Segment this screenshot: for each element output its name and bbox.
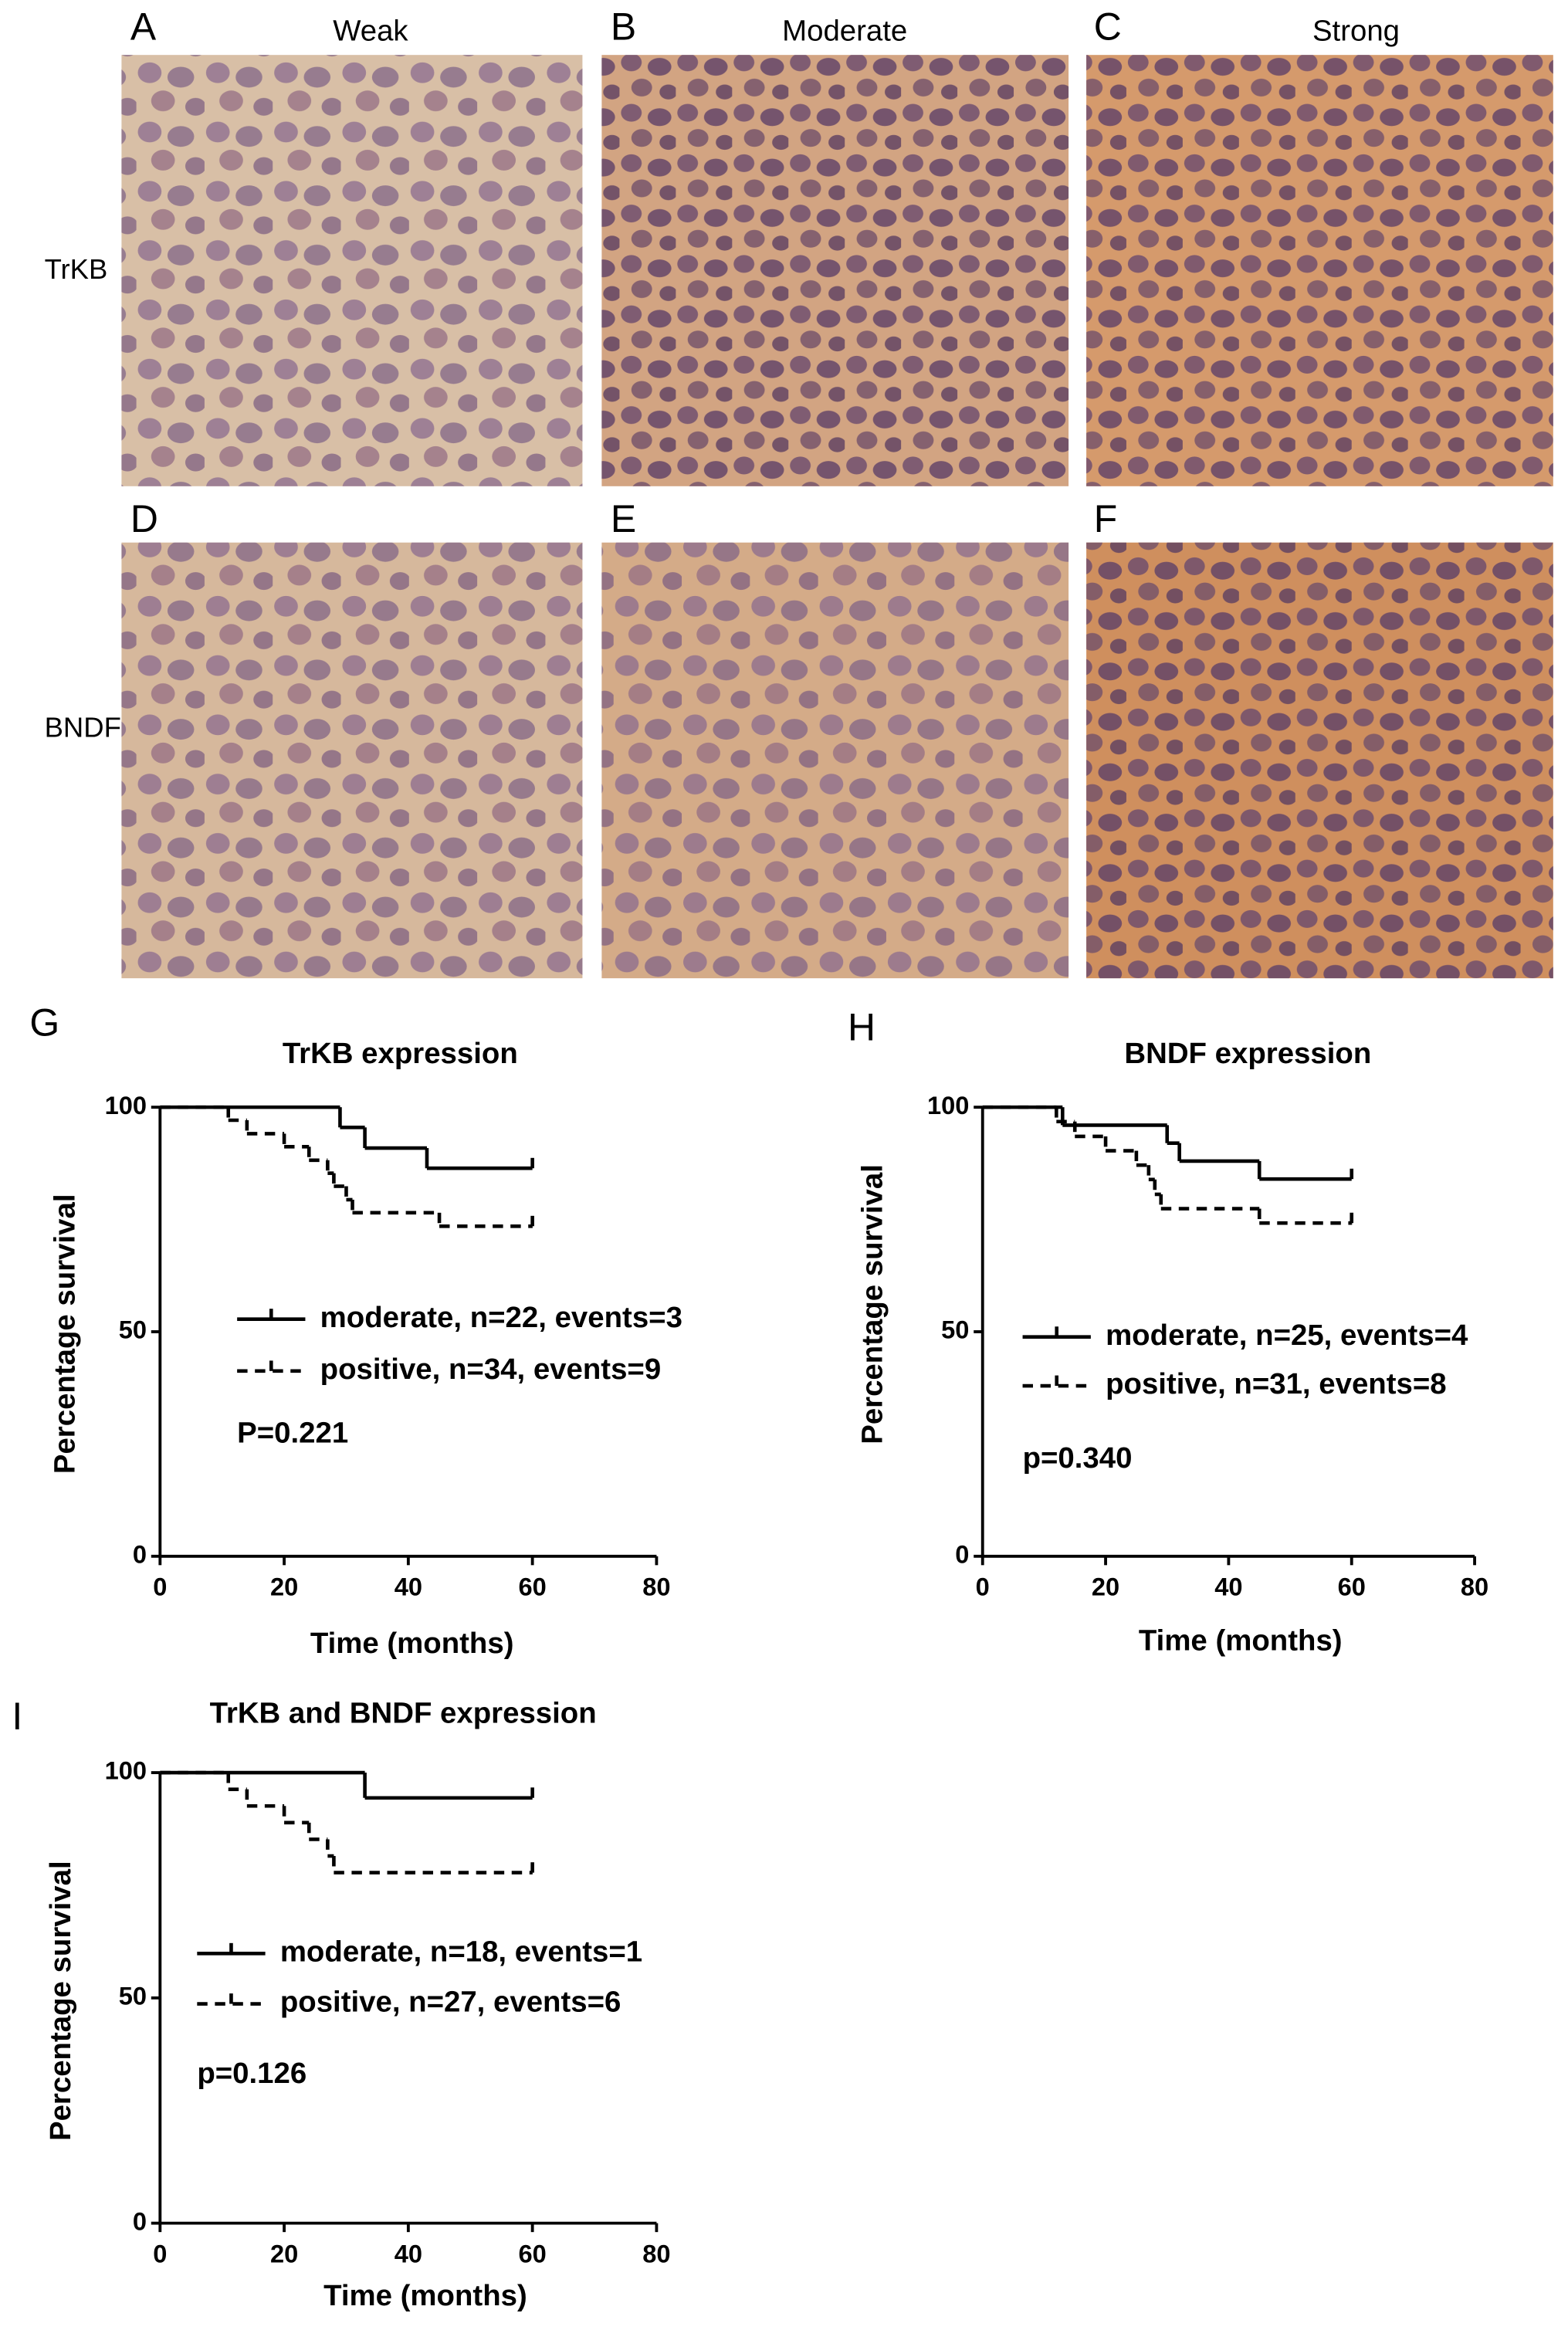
y-tick-label: 0 <box>133 2206 147 2235</box>
p-value: P=0.221 <box>237 1417 348 1450</box>
y-axis-label: Percentage survival <box>44 1861 77 2141</box>
panel-letter: H <box>848 1005 875 1048</box>
cell-texture <box>601 55 1069 486</box>
x-tick-label: 40 <box>395 2239 422 2267</box>
y-axis-label: Percentage survival <box>856 1164 889 1444</box>
chart-title: TrKB expression <box>283 1037 518 1070</box>
panel-letter: G <box>29 1001 59 1045</box>
histology-images <box>121 55 1553 979</box>
y-tick-label: 0 <box>133 1539 147 1568</box>
x-tick-label: 60 <box>518 1573 546 1601</box>
y-tick-label: 50 <box>119 1981 147 2010</box>
panel-caption: Moderate <box>782 15 907 48</box>
y-tick-label: 50 <box>941 1316 969 1344</box>
panel-caption: Strong <box>1312 15 1400 48</box>
x-tick-label: 80 <box>642 1573 670 1601</box>
cell-texture <box>601 542 1069 979</box>
cell-texture <box>121 542 583 979</box>
cell-texture <box>1086 55 1553 486</box>
x-tick-label: 80 <box>642 2239 670 2267</box>
x-axis-label: Time (months) <box>310 1627 514 1660</box>
cell-texture <box>1086 542 1553 979</box>
x-tick-label: 0 <box>976 1573 990 1601</box>
p-value: p=0.126 <box>197 2057 306 2090</box>
panel-letter: C <box>1094 5 1122 49</box>
chart-title: BNDF expression <box>1124 1037 1371 1070</box>
panel-letter: A <box>130 5 157 49</box>
panel-letter: E <box>611 497 636 540</box>
x-tick-label: 20 <box>1092 1573 1119 1601</box>
x-tick-label: 40 <box>395 1573 422 1601</box>
panel-letter: I <box>12 1695 22 1738</box>
x-tick-label: 0 <box>153 1573 167 1601</box>
x-axis-label: Time (months) <box>1139 1624 1343 1657</box>
legend-label: positive, n=31, events=8 <box>1106 1367 1447 1400</box>
y-tick-label: 100 <box>105 1091 147 1119</box>
x-tick-label: 60 <box>518 2239 546 2267</box>
panel-letter: B <box>611 5 636 49</box>
legend-label: positive, n=27, events=6 <box>280 1986 621 2019</box>
legend-label: moderate, n=18, events=1 <box>280 1935 642 1968</box>
p-value: p=0.340 <box>1023 1441 1133 1475</box>
x-tick-label: 20 <box>270 2239 298 2267</box>
y-tick-label: 50 <box>119 1316 147 1344</box>
y-tick-label: 0 <box>955 1539 969 1568</box>
x-tick-label: 40 <box>1214 1573 1242 1601</box>
y-tick-label: 100 <box>927 1091 969 1119</box>
y-axis-label: Percentage survival <box>49 1194 82 1475</box>
row-label: TrKB <box>45 253 108 285</box>
x-tick-label: 60 <box>1338 1573 1366 1601</box>
x-tick-label: 80 <box>1461 1573 1488 1601</box>
cell-texture <box>121 55 583 486</box>
y-tick-label: 100 <box>105 1756 147 1785</box>
panel-letter: F <box>1094 497 1118 540</box>
panel-letter: D <box>130 497 158 540</box>
x-tick-label: 20 <box>270 1573 298 1601</box>
legend-label: moderate, n=22, events=3 <box>320 1301 682 1334</box>
x-tick-label: 0 <box>153 2239 167 2267</box>
row-label: BNDF <box>45 711 121 743</box>
legend-label: moderate, n=25, events=4 <box>1106 1319 1468 1352</box>
chart-title: TrKB and BNDF expression <box>210 1696 597 1729</box>
panel-caption: Weak <box>333 15 408 48</box>
x-axis-label: Time (months) <box>323 2279 527 2312</box>
legend-label: positive, n=34, events=9 <box>320 1353 662 1386</box>
